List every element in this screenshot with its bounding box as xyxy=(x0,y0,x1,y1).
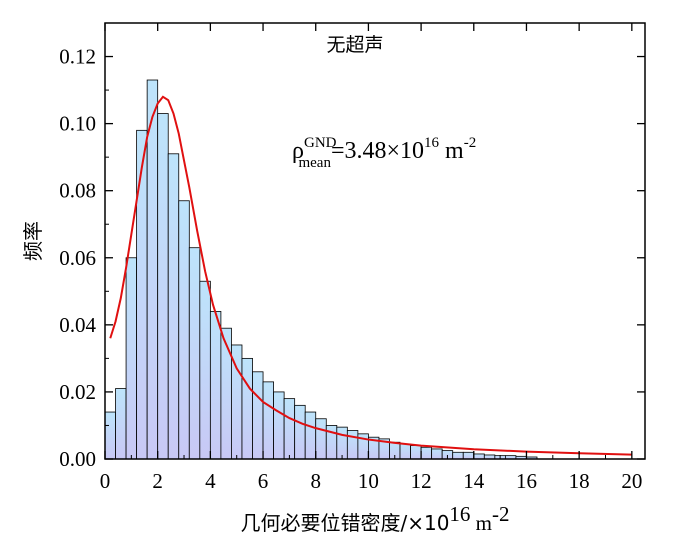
fit-curve xyxy=(109,95,632,456)
annotation-sub: mean xyxy=(298,155,331,171)
histogram-bar xyxy=(220,327,232,460)
annotation-rho: ρ xyxy=(292,138,304,164)
histogram-bar xyxy=(294,404,306,460)
histogram-bar xyxy=(136,129,148,460)
histogram-bar xyxy=(157,113,169,460)
y-tick-label: 0.12 xyxy=(59,45,96,69)
histogram-bar xyxy=(241,357,253,460)
x-tick-label: 2 xyxy=(152,469,163,493)
x-axis-title: 几何必要位错密度/×1016 m-2 xyxy=(240,502,509,535)
y-tick-label: 0.00 xyxy=(59,447,96,471)
histogram-bars xyxy=(104,79,538,460)
histogram-bar xyxy=(188,247,201,460)
histogram-bar xyxy=(115,388,127,460)
x-tick-label: 8 xyxy=(310,469,321,493)
histogram-bar xyxy=(399,443,411,460)
histogram-bar xyxy=(273,391,285,460)
x-tick-label: 12 xyxy=(411,469,432,493)
x-tick-label: 4 xyxy=(205,469,216,493)
x-tick-labels: 0 2 4 6 8 10 12 14 16 18 20 xyxy=(100,469,643,493)
x-tick-label: 18 xyxy=(569,469,590,493)
y-tick-label: 0.02 xyxy=(59,380,96,404)
annotation-value: =3.48×10 xyxy=(331,138,424,164)
x-tick-label: 20 xyxy=(621,469,642,493)
histogram-bar xyxy=(336,426,348,460)
histogram-bar xyxy=(410,445,422,460)
histogram-bar xyxy=(283,398,296,460)
x-tick-label: 6 xyxy=(258,469,269,493)
histogram-bar xyxy=(125,257,138,460)
histogram-bar xyxy=(346,430,359,460)
histogram-bar xyxy=(473,453,485,460)
x-tick-label: 16 xyxy=(516,469,537,493)
histogram-bar xyxy=(420,446,433,460)
histogram-bar xyxy=(252,371,264,460)
x-tick-label: 0 xyxy=(100,469,111,493)
x-axis-title-exp: 16 xyxy=(449,502,470,526)
y-tick-label: 0.04 xyxy=(59,313,96,337)
histogram-bar xyxy=(167,153,180,460)
x-axis-title-main: 几何必要位错密度/×10 xyxy=(240,511,449,535)
annotation-unit-exp: -2 xyxy=(464,135,477,151)
y-tick-label: 0.08 xyxy=(59,179,96,203)
chart-title: 无超声 xyxy=(326,34,383,56)
histogram-bar xyxy=(262,381,274,460)
x-axis-title-unit-exp: -2 xyxy=(492,502,510,526)
histogram-bar xyxy=(315,418,327,460)
x-axis-title-unit: m xyxy=(470,511,492,535)
histogram-bar xyxy=(462,451,475,460)
y-tick-label: 0.10 xyxy=(59,112,96,136)
y-tick-label: 0.06 xyxy=(59,246,96,270)
histogram-bar xyxy=(304,411,317,460)
x-tick-label: 14 xyxy=(463,469,485,493)
y-tick-labels: 0.00 0.02 0.04 0.06 0.08 0.10 0.12 xyxy=(59,45,96,471)
histogram-bar xyxy=(178,200,190,460)
annotation-unit: m xyxy=(439,138,464,164)
histogram-bar xyxy=(104,411,116,460)
histogram-bar xyxy=(452,451,464,460)
y-axis-title: 频率 xyxy=(21,221,45,261)
plot-frame xyxy=(104,22,646,460)
histogram-bar xyxy=(199,280,211,460)
annotation-sup: GND xyxy=(304,135,337,151)
axis-ticks xyxy=(104,23,645,460)
histogram-bar xyxy=(146,79,159,460)
histogram-bar xyxy=(431,448,443,460)
annotation-value-exp: 16 xyxy=(424,135,440,151)
x-tick-label: 10 xyxy=(358,469,379,493)
annotation-mean-density: ρGND mean=3.48×1016 m-2 xyxy=(292,135,476,171)
histogram-bar xyxy=(209,311,222,460)
